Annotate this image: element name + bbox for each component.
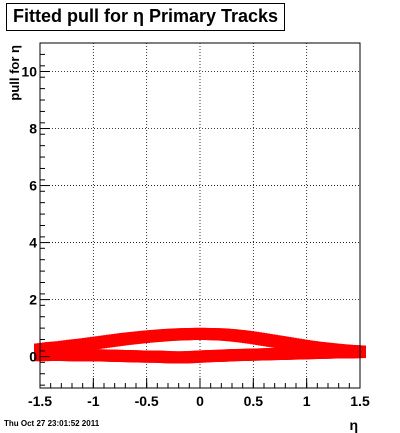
y-tick-label: 4 — [29, 235, 37, 251]
x-tick-label: 1.5 — [350, 393, 370, 409]
chart-title: Fitted pull for η Primary Tracks — [6, 3, 286, 31]
x-tick-label: 0.5 — [244, 393, 264, 409]
axes: -1.5 -1 -0.5 0 0.5 1 1.5 0 2 4 6 8 10 — [21, 42, 370, 409]
y-tick-label: 10 — [21, 64, 37, 80]
x-axis-title: η — [349, 417, 358, 433]
data-markers — [34, 327, 366, 364]
timestamp: Thu Oct 27 23:01:52 2011 — [4, 419, 100, 428]
y-tick-label: 8 — [29, 121, 37, 137]
x-tick-label: -0.5 — [135, 393, 159, 409]
x-tick-label: 0 — [196, 393, 204, 409]
y-tick-label: 0 — [29, 349, 37, 365]
y-tick-label: 6 — [29, 178, 37, 194]
x-tick-label: 1 — [303, 393, 311, 409]
y-tick-label: 2 — [29, 292, 37, 308]
x-tick-label: -1 — [87, 393, 100, 409]
x-tick-label: -1.5 — [28, 393, 52, 409]
y-axis-title: pull for η — [7, 45, 22, 101]
